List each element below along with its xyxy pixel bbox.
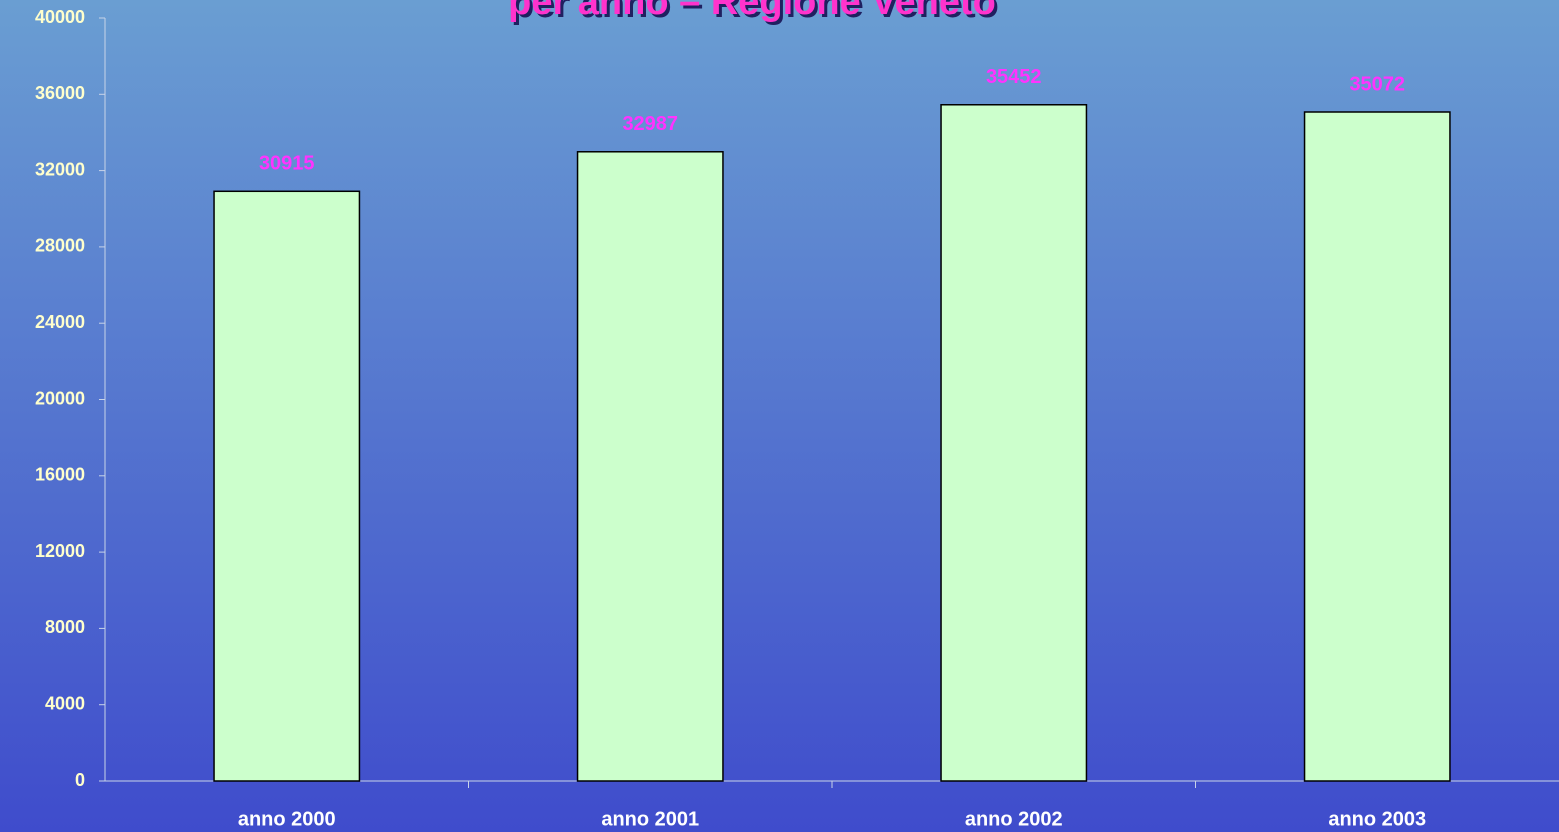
x-tick-label: anno 2001 xyxy=(601,808,699,830)
x-tick-label: anno 2003 xyxy=(1328,808,1426,830)
value-label: 30915 xyxy=(259,153,315,175)
bar xyxy=(576,151,724,782)
bar xyxy=(213,190,361,782)
value-label: 35452 xyxy=(986,66,1042,88)
y-tick-label: 4000 xyxy=(45,693,85,713)
y-tick-label: 8000 xyxy=(45,617,85,637)
y-tick-label: 36000 xyxy=(35,83,85,103)
y-tick-label: 0 xyxy=(75,770,85,790)
y-tick-label: 40000 xyxy=(35,7,85,27)
y-tick-label: 20000 xyxy=(35,388,85,408)
value-label: 32987 xyxy=(622,113,678,135)
chart-title: per anno – Regione Veneto xyxy=(508,0,996,23)
y-tick-label: 28000 xyxy=(35,236,85,256)
y-tick-label: 16000 xyxy=(35,465,85,485)
value-label: 35072 xyxy=(1349,73,1405,95)
y-tick-label: 32000 xyxy=(35,159,85,179)
y-tick-label: 24000 xyxy=(35,312,85,332)
chart-title-shadow: per anno – Regione Veneto xyxy=(511,0,999,26)
x-tick-label: anno 2000 xyxy=(238,808,336,830)
bar xyxy=(1303,111,1451,782)
bar xyxy=(940,104,1088,782)
y-tick-label: 12000 xyxy=(35,541,85,561)
x-tick-label: anno 2002 xyxy=(965,808,1063,830)
